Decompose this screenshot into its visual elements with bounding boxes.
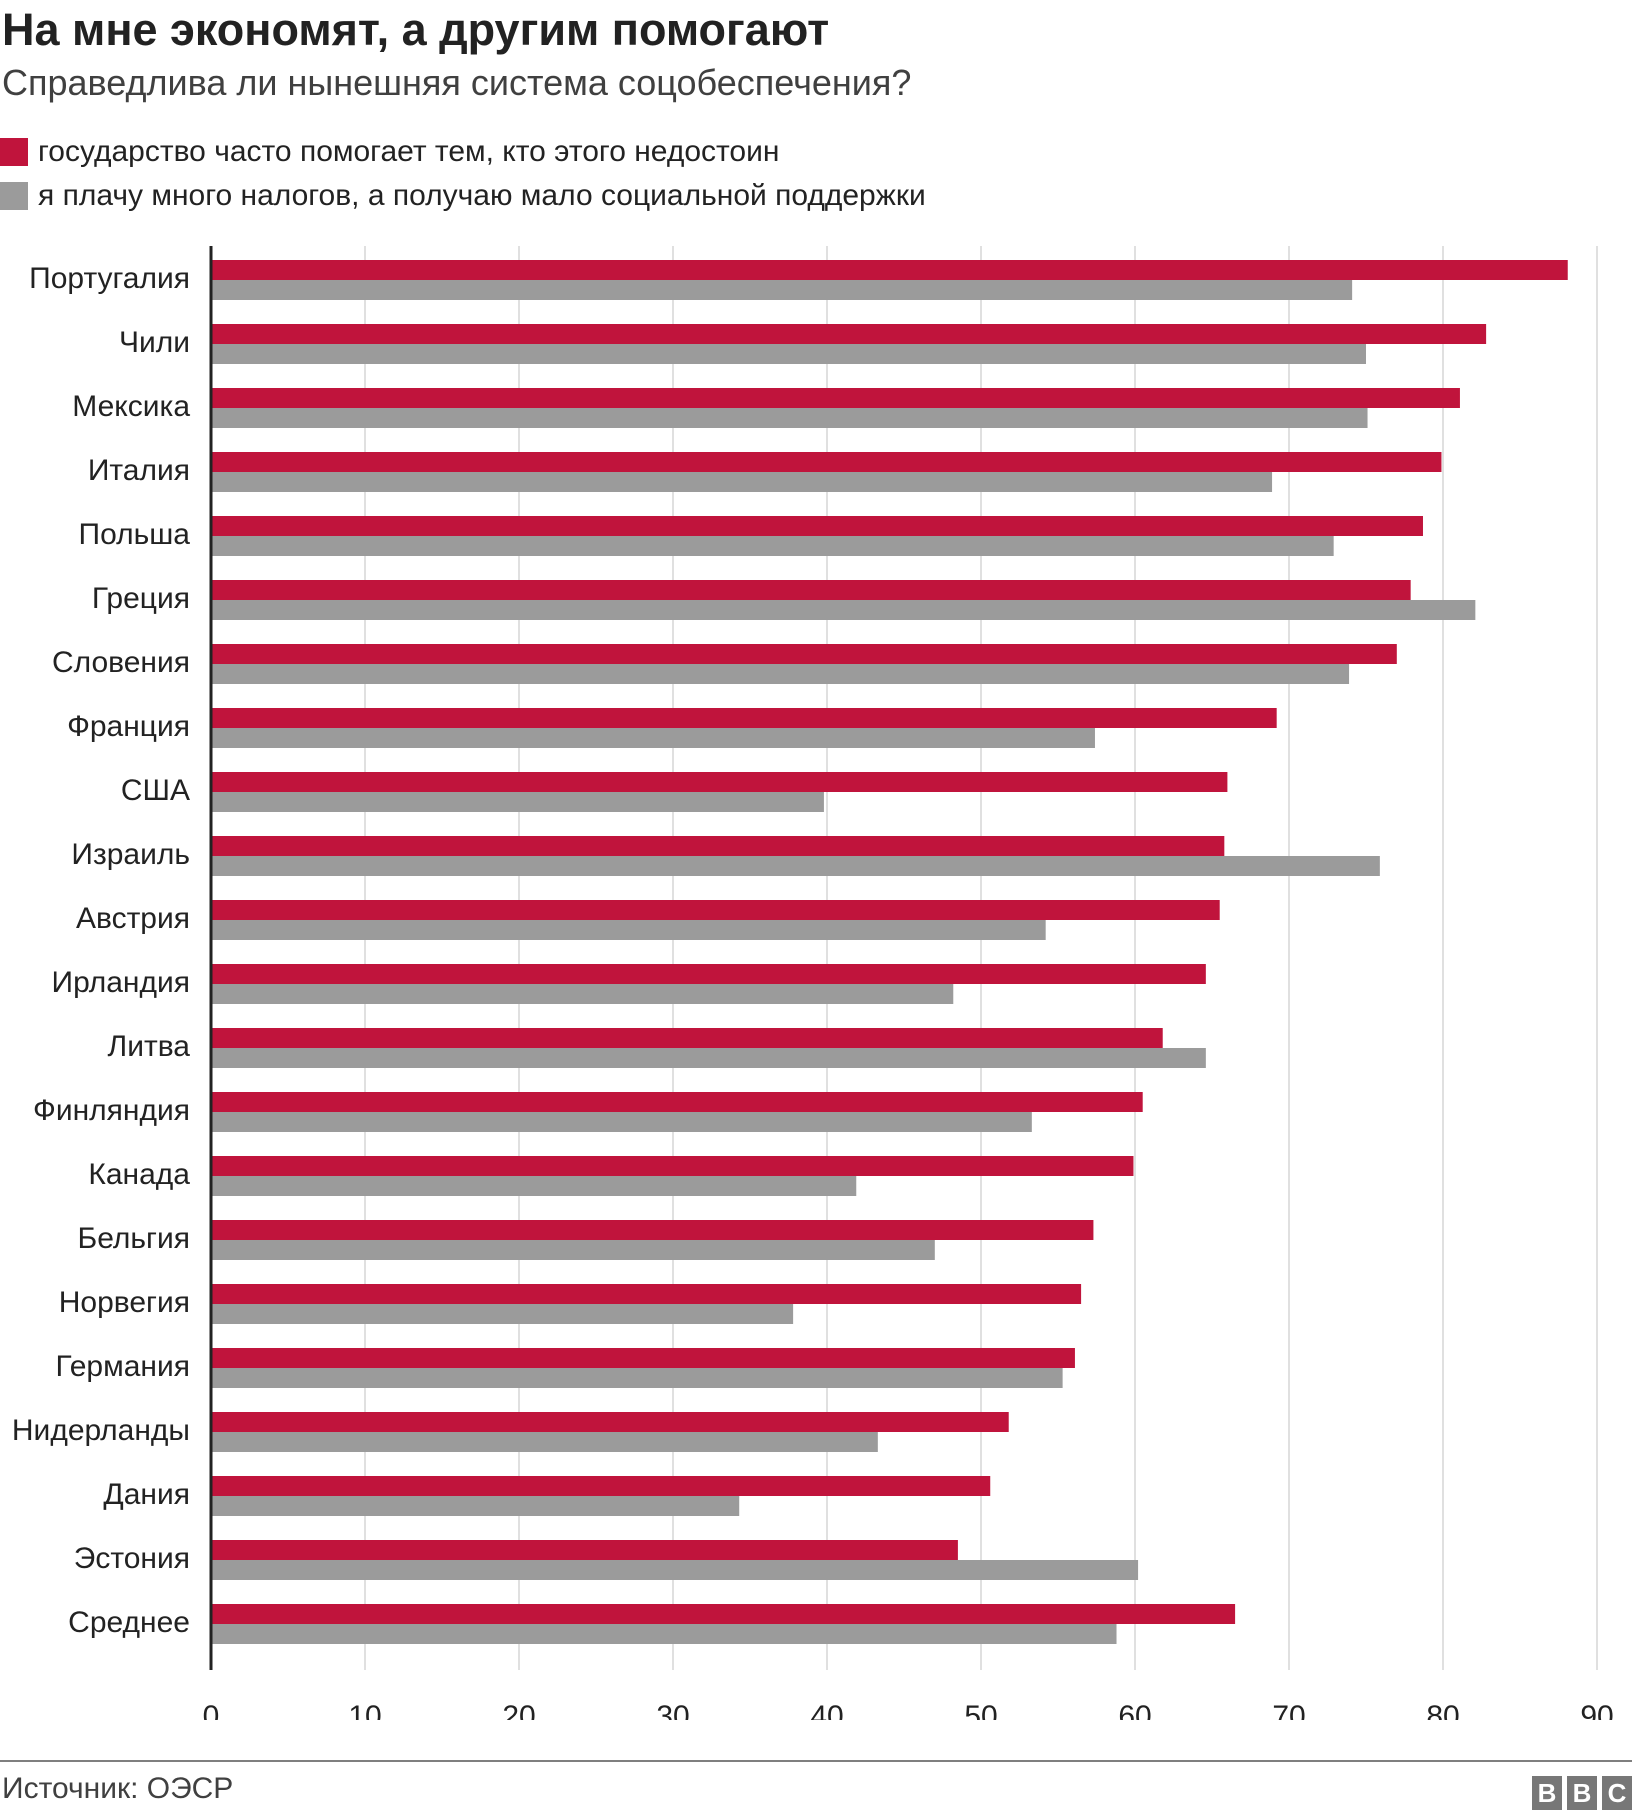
bar-red	[211, 1156, 1134, 1176]
bar-red	[211, 388, 1460, 408]
bar-red	[211, 772, 1228, 792]
bbc-logo-letter: B	[1532, 1776, 1562, 1810]
category-label: Словения	[52, 646, 190, 679]
bar-red	[211, 324, 1487, 344]
bar-gray	[211, 1176, 857, 1196]
bar-gray	[211, 1304, 794, 1324]
bar-red	[211, 1476, 991, 1496]
bar-gray	[211, 1368, 1063, 1388]
bar-red	[211, 1412, 1009, 1432]
x-tick-label: 20	[502, 1700, 535, 1720]
category-label: Бельгия	[78, 1222, 190, 1255]
bbc-logo-letter: C	[1602, 1776, 1632, 1810]
category-label: Литва	[108, 1030, 191, 1063]
x-tick-label: 0	[203, 1700, 220, 1720]
bar-gray	[211, 1624, 1117, 1644]
x-tick-label: 90	[1580, 1700, 1613, 1720]
x-tick-label: 50	[964, 1700, 997, 1720]
category-label: Греция	[92, 582, 190, 615]
x-tick-label: 10	[348, 1700, 381, 1720]
x-tick-label: 60	[1118, 1700, 1151, 1720]
bar-red	[211, 964, 1206, 984]
bar-red	[211, 1028, 1163, 1048]
footer-divider	[0, 1760, 1632, 1762]
legend-label: я плачу много налогов, а получаю мало со…	[38, 179, 926, 212]
bar-red	[211, 1348, 1075, 1368]
bbc-logo: B B C	[1532, 1776, 1632, 1810]
category-label: Среднее	[68, 1606, 190, 1639]
bar-gray	[211, 1496, 740, 1516]
bar-gray	[211, 792, 824, 812]
bar-red	[211, 260, 1568, 280]
category-label: Эстония	[74, 1542, 190, 1575]
legend-swatch-red	[0, 138, 28, 166]
category-label: Канада	[88, 1158, 190, 1191]
source-note: Источник: ОЭСР	[2, 1772, 234, 1805]
legend-swatch-gray	[0, 182, 28, 210]
bar-gray	[211, 600, 1476, 620]
category-label: Мексика	[72, 390, 190, 423]
category-label: Финляндия	[33, 1094, 190, 1127]
bar-red	[211, 644, 1397, 664]
legend-label: государство часто помогает тем, кто этог…	[38, 135, 780, 168]
bar-gray	[211, 408, 1368, 428]
bar-gray	[211, 344, 1366, 364]
category-label: Германия	[56, 1350, 191, 1383]
bar-gray	[211, 472, 1273, 492]
bar-gray	[211, 1240, 935, 1260]
category-label: Чили	[119, 326, 190, 359]
bar-red	[211, 708, 1277, 728]
category-label: США	[121, 774, 190, 807]
x-tick-label: 40	[810, 1700, 843, 1720]
category-label: Ирландия	[52, 966, 191, 999]
bar-red	[211, 580, 1411, 600]
bar-red	[211, 1540, 958, 1560]
bar-gray	[211, 536, 1334, 556]
category-label: Дания	[103, 1478, 190, 1511]
bar-red	[211, 1092, 1143, 1112]
bar-gray	[211, 1112, 1032, 1132]
bar-red	[211, 1220, 1094, 1240]
category-label: Норвегия	[59, 1286, 190, 1319]
bar-red	[211, 836, 1225, 856]
bar-gray	[211, 856, 1380, 876]
chart-subtitle: Справедлива ли нынешняя система соцобесп…	[2, 62, 912, 103]
category-label: Франция	[67, 710, 190, 743]
category-label: Италия	[88, 454, 190, 487]
bar-gray	[211, 1048, 1206, 1068]
category-label: Португалия	[29, 262, 190, 295]
category-label: Израиль	[71, 838, 190, 871]
category-label: Польша	[79, 518, 191, 551]
bar-gray	[211, 664, 1350, 684]
bar-gray	[211, 920, 1046, 940]
bar-red	[211, 1284, 1082, 1304]
bar-red	[211, 1604, 1236, 1624]
bbc-logo-letter: B	[1567, 1776, 1597, 1810]
x-tick-label: 70	[1272, 1700, 1305, 1720]
bar-gray	[211, 1432, 878, 1452]
bar-gray	[211, 728, 1095, 748]
category-label: Австрия	[76, 902, 190, 935]
x-tick-label: 80	[1426, 1700, 1459, 1720]
chart-title: На мне экономят, а другим помогают	[2, 4, 830, 55]
bar-gray	[211, 280, 1353, 300]
bar-gray	[211, 1560, 1139, 1580]
bar-red	[211, 516, 1423, 536]
bar-red	[211, 452, 1442, 472]
x-tick-label: 30	[656, 1700, 689, 1720]
bar-gray	[211, 984, 954, 1004]
category-label: Нидерланды	[12, 1414, 190, 1447]
bar-red	[211, 900, 1220, 920]
bar-chart: 0 10 20 30 40 50 60 70 80 90 Португалия Чили Мексика…	[12, 246, 1614, 1720]
